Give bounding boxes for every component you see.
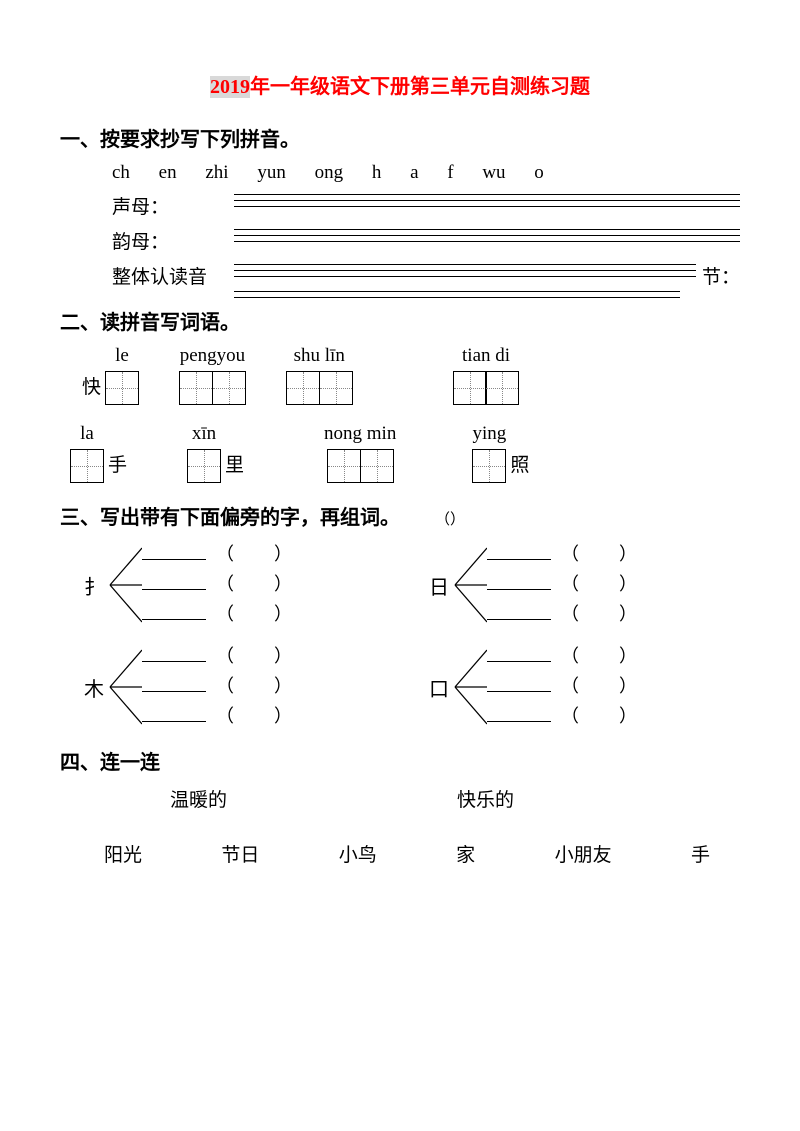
radical-block: 日 （） （） （） [425,540,740,630]
pinyin-label: tian di [462,345,510,367]
tianzige[interactable] [472,449,506,483]
s2-item: ying 照 [472,423,533,483]
match-top-item[interactable]: 温暖的 [170,785,227,812]
answer-lines[interactable]: （） （） （） [487,642,740,732]
match-bottom-item[interactable]: 节日 [221,840,259,867]
section3-note: （） [435,512,465,528]
char-prefix: 快 [82,372,101,399]
tianzige[interactable] [327,449,394,483]
radical-char: 扌 [80,571,108,600]
label-shengmu: 声母： [112,192,228,219]
section4-bottom-row: 阳光 节日 小鸟 家 小朋友 手 [60,840,740,867]
radical-char: 木 [80,673,108,702]
s2-item: tian di [453,345,520,405]
writing-lines[interactable] [234,194,740,218]
page-title: 2019年一年级语文下册第三单元自测练习题 [60,70,740,99]
pinyin-label: la [80,423,94,445]
pinyin-label: le [115,345,129,367]
tianzige[interactable] [70,449,104,483]
s2-item: nong min [324,423,396,483]
section1-pinyin-list: ch en zhi yun ong h a f wu o [60,162,740,184]
pinyin-label: xīn [192,423,216,445]
label-zhengti: 整体认读音 [112,262,228,289]
tianzige[interactable] [453,371,520,405]
section2-row1: 快 le pengyou shu līn tian di [60,345,740,405]
section3-heading-text: 三、写出带有下面偏旁的字，再组词。 [60,507,400,529]
bracket-icon [453,540,487,630]
char-suffix: 照 [510,450,529,477]
section2-row2: la 手 xīn 里 nong min ying 照 [60,423,740,483]
section4-heading: 四、连一连 [60,746,740,775]
section2-heading: 二、读拼音写词语。 [60,306,740,335]
match-bottom-item[interactable]: 手 [691,840,710,867]
section1-heading: 一、按要求抄写下列拼音。 [60,123,740,152]
tianzige[interactable] [105,371,139,405]
radical-char: 日 [425,571,453,600]
tianzige[interactable] [179,371,246,405]
s2-item: pengyou [179,345,246,405]
answer-lines[interactable]: （） （） （） [142,642,395,732]
radical-block: 口 （） （） （） [425,642,740,732]
s2-item: 快 le [78,345,139,405]
writing-lines[interactable] [234,229,740,253]
pinyin-label: shu līn [294,345,345,367]
pinyin-label: nong min [324,423,396,445]
worksheet-page: 2019年一年级语文下册第三单元自测练习题 一、按要求抄写下列拼音。 ch en… [0,0,800,1131]
match-bottom-item[interactable]: 家 [456,840,475,867]
section3-heading: 三、写出带有下面偏旁的字，再组词。 （） [60,501,740,530]
s2-item: xīn 里 [187,423,248,483]
radical-char: 口 [425,673,453,702]
s2-item: shu līn [286,345,353,405]
label-zhengti-suffix: 节： [702,262,740,289]
radical-block: 扌 （） （） （） [80,540,395,630]
tianzige[interactable] [286,371,353,405]
match-bottom-item[interactable]: 小朋友 [555,840,612,867]
answer-lines[interactable]: （） （） （） [142,540,395,630]
section4-top-row: 温暖的 快乐的 [60,785,740,812]
section3-grid: 扌 （） （） （） 日 （） （） （） [60,540,740,732]
match-bottom-item[interactable]: 小鸟 [339,840,377,867]
tianzige[interactable] [187,449,221,483]
char-suffix: 里 [225,450,244,477]
label-yunmu: 韵母： [112,227,228,254]
section1-row-yunmu: 韵母： [60,227,740,254]
char-suffix: 手 [108,450,127,477]
title-rest: 年一年级语文下册第三单元自测练习题 [250,76,590,98]
section1-row-shengmu: 声母： [60,192,740,219]
title-year-highlight: 2019 [210,76,250,98]
s2-item: la 手 [70,423,131,483]
match-top-item[interactable]: 快乐的 [457,785,514,812]
bracket-icon [108,642,142,732]
pinyin-label: pengyou [180,345,245,367]
bracket-icon [108,540,142,630]
writing-lines[interactable] [234,264,696,288]
section1-row-zhengti: 整体认读音 节： [60,262,740,289]
pinyin-label: ying [472,423,506,445]
answer-lines[interactable]: （） （） （） [487,540,740,630]
writing-line-extra [234,297,680,298]
match-bottom-item[interactable]: 阳光 [104,840,142,867]
radical-block: 木 （） （） （） [80,642,395,732]
bracket-icon [453,642,487,732]
